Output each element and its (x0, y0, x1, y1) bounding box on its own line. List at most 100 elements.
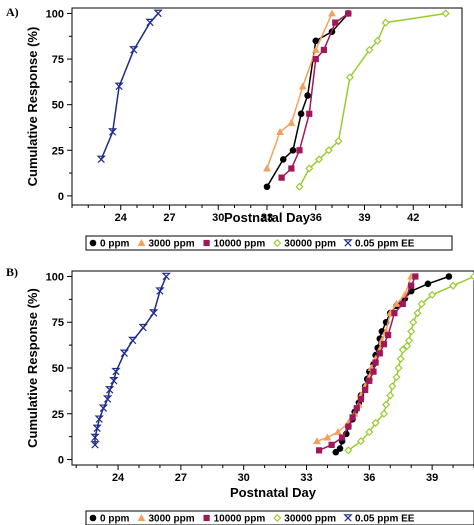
data-point-10000-ppm (288, 165, 295, 172)
data-point-0-ppm (312, 37, 320, 45)
data-point-0-ppm (263, 183, 271, 191)
legend-marker-0-05-ppm-ee (343, 239, 353, 247)
data-point-30000-ppm (356, 437, 365, 446)
x-tick-label: 27 (163, 212, 175, 224)
data-point-10000-ppm (278, 174, 285, 181)
x-tick-label: 30 (238, 472, 250, 484)
panel-label: B) (6, 265, 18, 279)
data-point-10000-ppm (370, 368, 377, 375)
data-point-10000-ppm (315, 447, 323, 454)
data-point-0-05-ppm-ee (129, 46, 139, 54)
x-tick-label: 33 (300, 472, 312, 484)
legend-marker-3000-ppm (137, 513, 146, 521)
legend-label-0-ppm: 0 ppm (100, 239, 130, 250)
data-point-0-05-ppm-ee (105, 386, 115, 394)
legend-label-10000-ppm: 10000 ppm (214, 514, 266, 525)
x-tick-label: 24 (115, 212, 128, 224)
panel-1: A) 24 27 30 33 36 39 42 0 25 50 75 100 Postnatal Day C… (6, 5, 463, 251)
data-point-3000-ppm (323, 433, 332, 441)
data-point-10000-ppm (312, 55, 319, 63)
data-point-30000-ppm (417, 299, 426, 308)
x-axis-title: Postnatal Day (224, 210, 311, 225)
data-point-10000-ppm (345, 423, 352, 430)
legend-marker-3000-ppm (137, 238, 146, 246)
data-point-0-05-ppm-ee (153, 9, 163, 18)
x-axis-title: Postnatal Day (230, 485, 317, 500)
legend-marker-0-ppm (89, 514, 97, 522)
data-point-0-05-ppm-ee (119, 349, 129, 357)
y-axis-title: Cumulative Response (%) (25, 27, 40, 187)
data-point-30000-ppm (396, 354, 405, 363)
data-point-0-05-ppm-ee (138, 323, 148, 332)
data-point-30000-ppm (365, 428, 374, 437)
data-point-0-ppm (424, 280, 432, 288)
y-tick-label: 100 (46, 271, 64, 283)
data-point-30000-ppm (314, 155, 324, 164)
data-point-30000-ppm (388, 382, 397, 391)
data-point-0-ppm (304, 92, 311, 99)
data-point-30000-ppm (365, 45, 374, 55)
data-point-3000-ppm (392, 299, 401, 307)
legend-box (85, 235, 453, 251)
data-point-30000-ppm (394, 363, 403, 373)
data-point-30000-ppm (344, 446, 353, 455)
data-point-30000-ppm (469, 272, 474, 281)
data-point-0-05-ppm-ee (128, 336, 138, 345)
legend-label-3000-ppm: 3000 ppm (148, 514, 194, 525)
data-point-10000-ppm (328, 441, 335, 448)
legend-marker-10000-ppm (203, 239, 210, 247)
data-point-30000-ppm (382, 400, 391, 409)
data-point-10000-ppm (345, 10, 352, 17)
data-point-0-05-ppm-ee (98, 404, 109, 412)
data-point-0-ppm (289, 146, 297, 154)
series-30000-ppm (295, 9, 450, 191)
data-point-30000-ppm (409, 318, 418, 327)
legend-label-0-ppm: 0 ppm (100, 514, 130, 525)
data-point-3000-ppm (334, 428, 342, 436)
data-point-30000-ppm (402, 341, 412, 351)
x-tick-label: 36 (310, 212, 322, 224)
x-tick-label: 39 (426, 472, 438, 484)
series-line-30000-ppm (347, 275, 474, 451)
legend-label-0-05-ppm-ee: 0.05 ppm EE (355, 239, 415, 250)
data-point-10000-ppm (362, 386, 369, 394)
y-tick-label: 50 (52, 363, 64, 375)
data-point-0-ppm (445, 273, 453, 280)
panel-2: B) 24 27 30 33 36 39 0 25 50 75 100 Postnatal Day Cum… (6, 265, 474, 525)
panel-label: A) (6, 5, 19, 19)
plot-frame (71, 7, 463, 206)
data-point-10000-ppm (385, 331, 392, 339)
series-0-ppm (263, 10, 352, 191)
data-point-10000-ppm (296, 147, 303, 154)
legend-label-10000-ppm: 10000 ppm (214, 239, 266, 250)
data-point-3000-ppm (328, 9, 336, 17)
series-10000-ppm (278, 10, 352, 181)
data-point-0-05-ppm-ee (102, 395, 113, 403)
data-point-3000-ppm (298, 82, 307, 90)
data-point-3000-ppm (263, 164, 271, 172)
legend-marker-30000-ppm (273, 513, 282, 523)
series-0-05-ppm-ee (90, 272, 171, 449)
data-point-30000-ppm (392, 373, 401, 382)
data-point-10000-ppm (391, 309, 398, 317)
data-point-10000-ppm (320, 46, 327, 54)
data-point-3000-ppm (287, 118, 296, 126)
data-point-10000-ppm (376, 350, 383, 357)
data-point-0-ppm (332, 448, 340, 456)
series-30000-ppm (344, 272, 474, 455)
data-point-30000-ppm (381, 18, 390, 27)
data-point-10000-ppm (353, 405, 360, 412)
x-tick-label: 30 (212, 212, 224, 224)
x-tick-label: 42 (407, 212, 419, 224)
data-point-10000-ppm (357, 396, 365, 403)
series-line-0-ppm (335, 275, 450, 453)
x-tick-label: 24 (112, 472, 125, 484)
x-tick-label: 39 (358, 212, 370, 224)
data-point-10000-ppm (338, 434, 346, 441)
legend-marker-30000-ppm (273, 238, 282, 248)
data-point-30000-ppm (405, 336, 414, 345)
series-10000-ppm (315, 273, 419, 454)
data-point-0-05-ppm-ee (94, 415, 104, 423)
data-point-30000-ppm (379, 409, 389, 418)
